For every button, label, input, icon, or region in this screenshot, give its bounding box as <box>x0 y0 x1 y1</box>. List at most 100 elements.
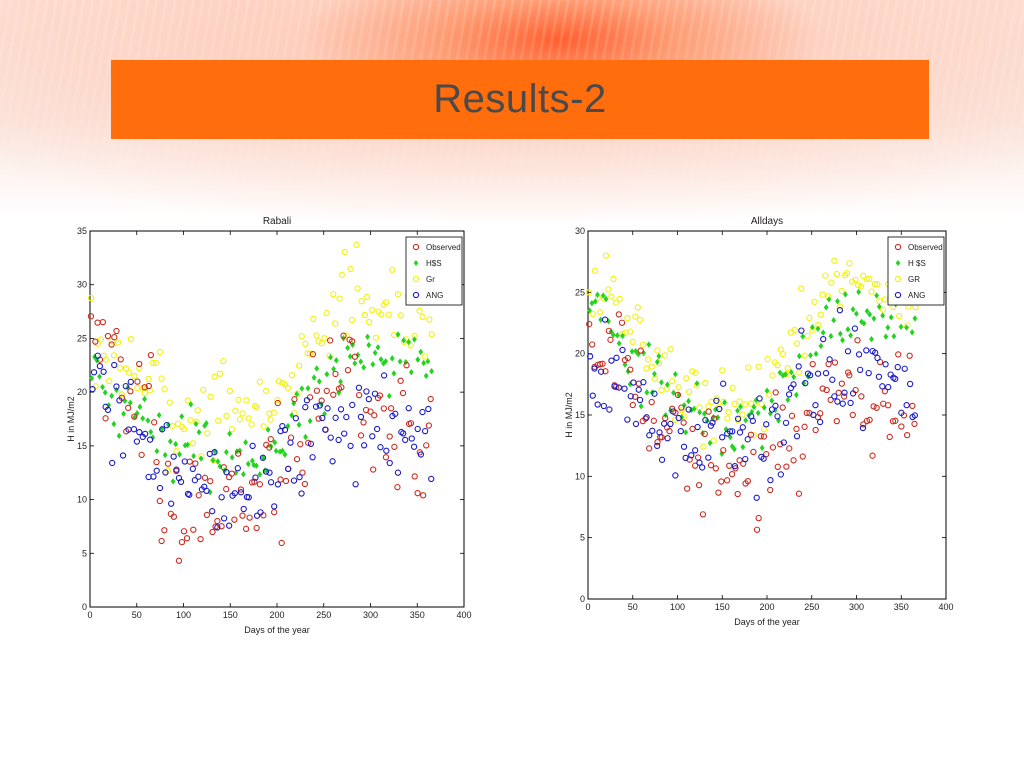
data-point-observed <box>736 457 743 464</box>
data-point-observed <box>195 492 202 499</box>
data-point-observed <box>382 454 390 461</box>
data-point-observed <box>841 393 848 400</box>
data-point-gr <box>341 248 348 256</box>
data-point-ang <box>377 444 384 451</box>
data-point-observed <box>234 450 242 457</box>
data-point-gr <box>110 352 118 359</box>
data-point-gr <box>87 294 95 302</box>
legend: Observed H $S GR ANG <box>887 236 945 306</box>
data-point-observed <box>760 433 768 440</box>
data-point-hs <box>401 337 407 344</box>
x-tick-label: 350 <box>894 602 909 612</box>
data-point-ang <box>402 436 409 444</box>
legend-marker <box>894 291 902 299</box>
data-point-ang <box>146 436 154 443</box>
data-point-gr <box>838 287 845 295</box>
data-point-ang <box>731 462 739 470</box>
data-point-gr <box>750 432 757 439</box>
data-point-hs <box>273 447 279 455</box>
data-point-ang <box>906 380 914 388</box>
data-point-ang <box>156 484 164 492</box>
data-point-observed <box>151 419 158 426</box>
y-tick-label: 15 <box>77 441 87 451</box>
data-point-observed <box>788 412 796 419</box>
y-tick-label: 0 <box>82 602 87 612</box>
data-point-ang <box>911 412 919 419</box>
data-point-gr <box>419 313 426 320</box>
data-point-observed <box>779 404 786 411</box>
data-point-gr <box>156 348 164 356</box>
data-point-ang <box>627 393 634 400</box>
data-point-observed <box>648 398 655 406</box>
data-point-hs <box>303 433 308 441</box>
data-point-hs <box>874 292 880 299</box>
data-point-observed <box>153 458 160 466</box>
data-point-ang <box>793 433 801 440</box>
data-point-observed <box>190 526 197 533</box>
data-point-ang <box>186 491 193 498</box>
data-point-observed <box>695 482 703 489</box>
data-point-hs <box>408 369 414 376</box>
data-point-ang <box>357 413 365 421</box>
data-point-ang <box>290 477 298 484</box>
data-point-gr <box>806 314 813 322</box>
data-point-ang <box>329 458 336 465</box>
data-point-ang <box>337 406 345 413</box>
data-point-observed <box>674 391 682 399</box>
data-point-hs <box>154 447 160 455</box>
data-point-observed <box>869 452 876 459</box>
chart-alldays: Alldays 0 50 100 150 200 250 300 350 400 0 5 10 15 20 2… <box>564 216 954 627</box>
data-point-gr <box>228 426 236 433</box>
data-point-observed <box>666 427 673 435</box>
data-point-hs <box>179 413 185 420</box>
data-point-ang <box>841 389 848 396</box>
data-point-hs <box>592 298 598 305</box>
data-point-observed <box>332 370 339 378</box>
data-point-hs <box>305 385 311 392</box>
data-point-ang <box>341 430 348 437</box>
data-point-gr <box>116 364 124 372</box>
data-point-ang <box>170 453 177 460</box>
x-axis-label: Days of the year <box>734 617 800 627</box>
data-point-hs <box>386 392 392 400</box>
data-point-gr <box>636 316 644 323</box>
data-point-gr <box>313 332 320 339</box>
data-point-ang <box>386 459 393 467</box>
data-point-ang <box>734 415 742 422</box>
data-point-observed <box>870 403 877 410</box>
data-point-observed <box>763 451 770 458</box>
data-point-observed <box>812 426 819 434</box>
data-point-observed <box>170 513 178 520</box>
data-point-ang <box>696 459 703 466</box>
data-point-hs <box>140 415 146 422</box>
data-point-gr <box>755 363 762 370</box>
data-point-observed <box>267 436 274 443</box>
data-point-observed <box>823 386 830 394</box>
data-point-ang <box>586 353 594 360</box>
data-point-hs <box>237 447 243 454</box>
data-point-ang <box>231 490 238 497</box>
data-point-gr <box>725 408 732 416</box>
data-point-gr <box>849 278 856 285</box>
data-point-ang <box>851 325 859 332</box>
legend-label: Observed <box>426 243 461 252</box>
data-point-gr <box>710 437 717 444</box>
data-point-observed <box>884 402 892 409</box>
data-point-ang <box>844 348 852 355</box>
data-point-hs <box>324 371 330 378</box>
data-point-ang <box>262 468 270 475</box>
data-point-hs <box>299 385 305 392</box>
data-point-ang <box>163 422 170 429</box>
data-point-hs <box>311 374 317 381</box>
data-point-ang <box>96 362 104 370</box>
data-point-hs <box>100 383 105 391</box>
data-point-hs <box>272 439 278 446</box>
data-point-hs <box>610 331 616 339</box>
data-point-gr <box>275 378 283 385</box>
data-point-hs <box>203 420 209 427</box>
data-point-observed <box>192 460 199 467</box>
data-point-observed <box>809 360 816 368</box>
data-point-gr <box>266 410 273 417</box>
data-point-gr <box>200 386 207 393</box>
data-point-gr <box>416 307 423 315</box>
